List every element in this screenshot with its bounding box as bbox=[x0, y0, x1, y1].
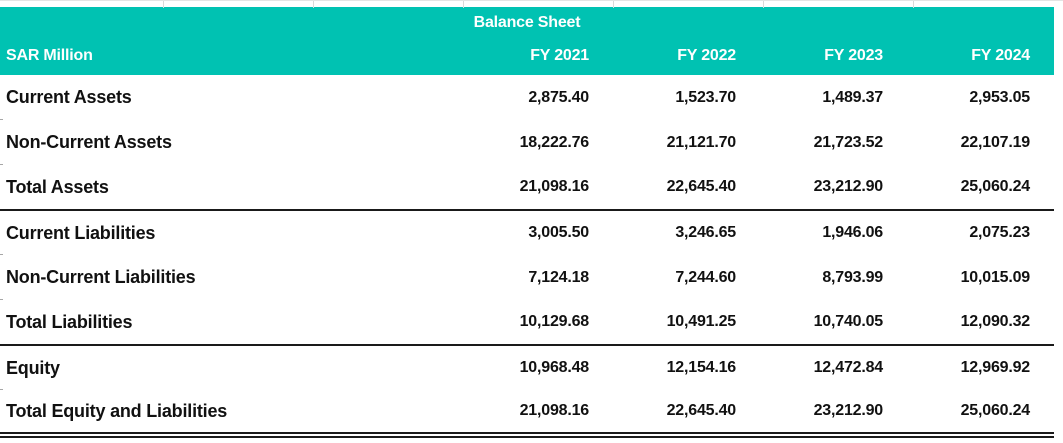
cell-value: 21,723.52 bbox=[813, 133, 884, 151]
sheet-gridline-strip bbox=[0, 0, 1063, 8]
cell-value: 23,212.90 bbox=[760, 390, 907, 438]
cell-value: 23,212.90 bbox=[813, 178, 884, 195]
row-label: Equity bbox=[0, 344, 466, 390]
row-label: Total Equity and Liabilities bbox=[0, 389, 466, 438]
cell-value: 12,154.16 bbox=[613, 344, 760, 390]
gridline bbox=[163, 1, 164, 8]
cell-value: 21,098.16 bbox=[519, 178, 590, 195]
row-label: Current Liabilities bbox=[0, 209, 466, 255]
cell-value: 10,129.68 bbox=[519, 313, 590, 330]
cell-value: 10,968.48 bbox=[466, 344, 613, 390]
cell-value: 10,740.05 bbox=[813, 313, 884, 330]
table-row-total-equity-and-liabilities: Total Equity and Liabilities 21,098.16 2… bbox=[0, 389, 1054, 438]
table-row-total-assets: Total Assets 21,098.16 22,645.40 23,212.… bbox=[0, 164, 1054, 210]
table-row-equity: Equity 10,968.48 12,154.16 12,472.84 12,… bbox=[0, 344, 1054, 390]
column-header-fy2023: FY 2023 bbox=[760, 36, 907, 75]
gridline bbox=[763, 1, 764, 8]
cell-value: 21,098.16 bbox=[466, 390, 613, 438]
balance-sheet-table: Balance Sheet SAR Million FY 2021 FY 202… bbox=[0, 7, 1054, 438]
table-row-non-current-assets: Non-Current Assets 18,222.76 21,121.70 2… bbox=[0, 119, 1054, 165]
cell-value: 12,090.32 bbox=[960, 313, 1031, 330]
cell-value: 7,244.60 bbox=[675, 268, 736, 286]
row-label: Total Assets bbox=[0, 164, 466, 210]
gridline bbox=[463, 1, 464, 8]
cell-value: 10,015.09 bbox=[960, 268, 1031, 286]
cell-value: 2,075.23 bbox=[907, 209, 1054, 255]
table-row-non-current-liabilities: Non-Current Liabilities 7,124.18 7,244.6… bbox=[0, 254, 1054, 300]
cell-value: 22,645.40 bbox=[666, 178, 737, 195]
cell-value: 21,121.70 bbox=[666, 133, 737, 151]
cell-value: 1,489.37 bbox=[822, 88, 883, 106]
cell-value: 1,946.06 bbox=[760, 209, 907, 255]
row-label: Current Assets bbox=[6, 87, 132, 107]
cell-value: 8,793.99 bbox=[822, 268, 883, 286]
row-label: Non-Current Assets bbox=[0, 119, 466, 165]
cell-value: 7,124.18 bbox=[528, 268, 589, 286]
row-label: Non-Current Liabilities bbox=[0, 254, 466, 300]
table-row-current-assets: Current Assets 2,875.40 1,523.70 1,489.3… bbox=[0, 75, 1054, 120]
cell-value: 1,523.70 bbox=[675, 88, 736, 106]
column-header-fy2024: FY 2024 bbox=[907, 36, 1054, 75]
cell-value: 3,246.65 bbox=[613, 209, 760, 255]
cell-value: 22,645.40 bbox=[613, 390, 760, 438]
gridline bbox=[613, 1, 614, 8]
cell-value: 12,472.84 bbox=[760, 344, 907, 390]
table-title-row: Balance Sheet bbox=[0, 7, 1054, 36]
unit-label: SAR Million bbox=[0, 36, 466, 75]
column-header-row: SAR Million FY 2021 FY 2022 FY 2023 FY 2… bbox=[0, 36, 1054, 75]
cell-value: 12,969.92 bbox=[907, 344, 1054, 390]
gridline bbox=[313, 1, 314, 8]
gridline bbox=[913, 1, 914, 8]
column-header-fy2022: FY 2022 bbox=[613, 36, 760, 75]
table-title: Balance Sheet bbox=[0, 7, 1054, 36]
table-row-current-liabilities: Current Liabilities 3,005.50 3,246.65 1,… bbox=[0, 209, 1054, 255]
cell-value: 18,222.76 bbox=[519, 133, 590, 151]
table-row-total-liabilities: Total Liabilities 10,129.68 10,491.25 10… bbox=[0, 299, 1054, 345]
cell-value: 2,953.05 bbox=[969, 88, 1030, 106]
cell-value: 2,875.40 bbox=[528, 88, 589, 106]
cell-value: 22,107.19 bbox=[960, 133, 1031, 151]
cell-value: 25,060.24 bbox=[907, 390, 1054, 438]
cell-value: 10,491.25 bbox=[666, 313, 737, 330]
column-header-fy2021: FY 2021 bbox=[466, 36, 613, 75]
row-label: Total Liabilities bbox=[0, 299, 466, 345]
cell-value: 3,005.50 bbox=[466, 209, 613, 255]
cell-value: 25,060.24 bbox=[960, 178, 1031, 195]
